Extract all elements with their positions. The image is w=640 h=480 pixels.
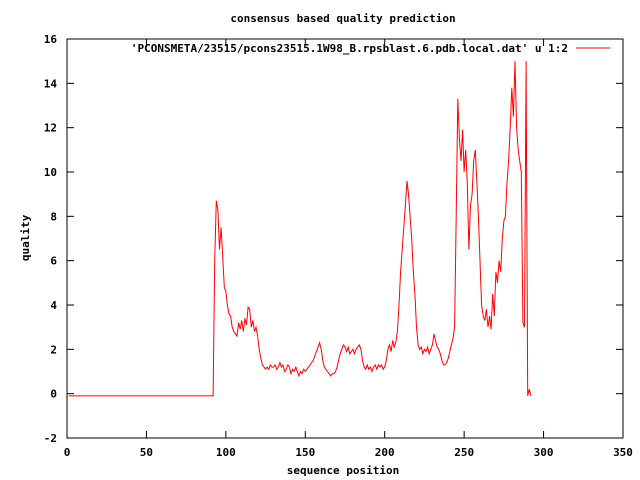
x-axis-ticks: 0 50 100 150 200 250 300 350 (64, 39, 633, 459)
y-axis-ticks: -2 0 2 4 6 8 10 12 14 16 (44, 33, 623, 445)
y-tick-label: 4 (50, 299, 57, 312)
plot-frame (66, 38, 624, 439)
y-tick-label: 16 (44, 33, 58, 46)
x-tick-label: 0 (64, 446, 71, 459)
x-tick-label: 100 (216, 446, 236, 459)
legend-label: 'PCONSMETA/23515/pcons23515.1W98_B.rpsbl… (131, 42, 568, 55)
y-tick-label: 2 (50, 343, 57, 356)
x-tick-label: 150 (295, 446, 315, 459)
x-tick-label: 200 (375, 446, 395, 459)
chart-title: consensus based quality prediction (230, 12, 455, 25)
y-tick-label: 8 (50, 210, 57, 223)
x-tick-label: 250 (454, 446, 474, 459)
x-axis-title: sequence position (287, 464, 400, 477)
x-tick-label: 300 (534, 446, 554, 459)
y-tick-label: 10 (44, 166, 57, 179)
y-tick-label: 14 (44, 77, 58, 90)
series-line-quality (68, 61, 532, 397)
legend: 'PCONSMETA/23515/pcons23515.1W98_B.rpsbl… (131, 42, 610, 55)
y-tick-label: 6 (50, 255, 57, 268)
y-tick-label: 12 (44, 122, 57, 135)
y-tick-label: 0 (50, 388, 57, 401)
x-tick-label: 50 (140, 446, 153, 459)
x-tick-label: 350 (613, 446, 633, 459)
y-axis-title: quality (19, 214, 32, 261)
y-tick-label: -2 (44, 432, 57, 445)
